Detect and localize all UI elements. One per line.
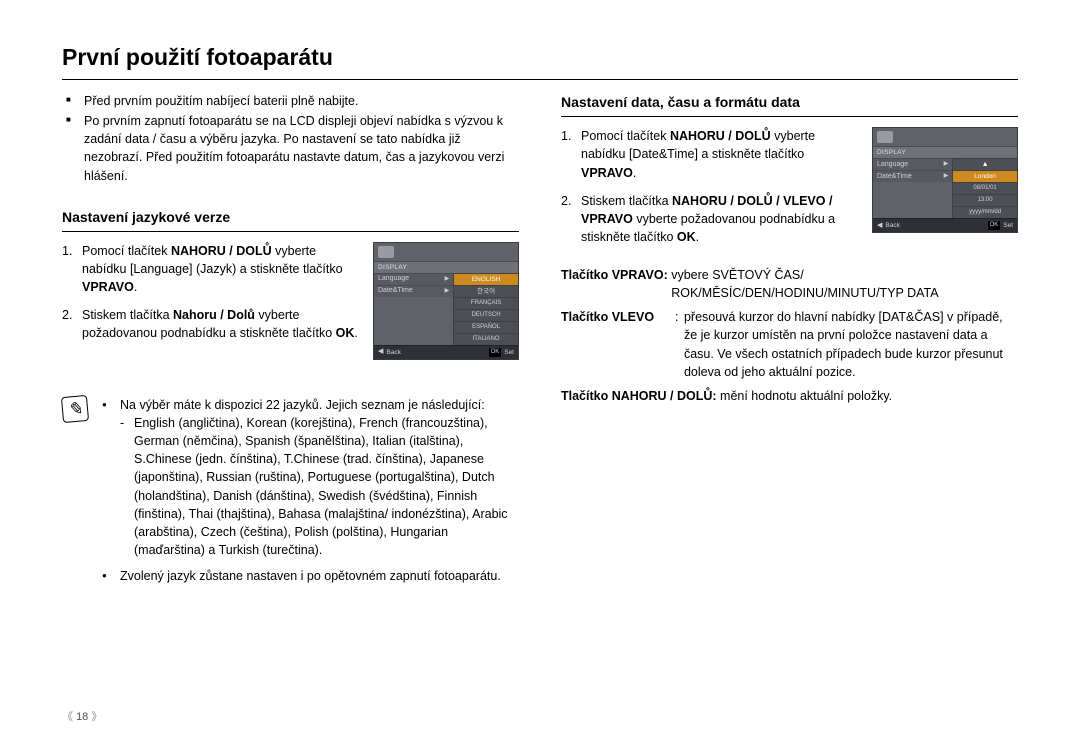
set-label: Set	[1003, 221, 1013, 230]
step: 2. Stiskem tlačítka NAHORU / DOLŮ / VLEV…	[561, 192, 862, 246]
menu-header-icon	[378, 246, 394, 258]
intro-bullets: Před prvním použitím nabíjecí baterii pl…	[62, 92, 519, 185]
menu-left-item: Language▶	[873, 158, 952, 170]
def-value: vybere SVĚTOVÝ ČAS/ ROK/MĚSÍC/DEN/HODINU…	[671, 266, 1018, 302]
menu-right-item: 08/01/01	[952, 182, 1017, 194]
step: 1. Pomocí tlačítek NAHORU / DOLŮ vyberte…	[62, 242, 363, 296]
menu-left-item: Language▶	[374, 273, 453, 285]
menu-right-item: FRANÇAIS	[453, 297, 518, 309]
def-label: Tlačítko VLEVO	[561, 308, 675, 381]
note-icon: ✎	[61, 395, 89, 423]
step: 1. Pomocí tlačítek NAHORU / DOLŮ vyberte…	[561, 127, 862, 181]
t: .	[696, 230, 699, 244]
menu-right-item: 한국어	[453, 285, 518, 297]
back-arrow-icon: ◀	[877, 221, 882, 231]
t: OK	[336, 326, 355, 340]
t: Pomocí tlačítek	[82, 244, 171, 258]
chevron-up-icon: ▲	[952, 158, 1017, 170]
ok-icon: OK	[489, 348, 502, 357]
t: Stiskem tlačítka	[581, 194, 672, 208]
def-label: Tlačítko NAHORU / DOLŮ:	[561, 387, 720, 405]
t: Nahoru / Dolů	[173, 308, 255, 322]
menu-display-label: DISPLAY	[873, 146, 1017, 158]
t: .	[134, 280, 137, 294]
lang-steps: 1. Pomocí tlačítek NAHORU / DOLŮ vyberte…	[62, 242, 363, 353]
intro-bullet: Před prvním použitím nabíjecí baterii pl…	[66, 92, 519, 110]
note-sublist: English (angličtina), Korean (korejština…	[120, 414, 519, 559]
menu-right-item: 13:00	[952, 194, 1017, 206]
t: Na výběr máte k dispozici 22 jazyků. Jej…	[120, 398, 485, 412]
menu-right-item: DEUTSCH	[453, 309, 518, 321]
t: .	[633, 166, 636, 180]
t: .	[354, 326, 357, 340]
t: NAHORU / DOLŮ	[171, 244, 272, 258]
menu-right-item: ESPAÑOL	[453, 321, 518, 333]
page-number: 18	[62, 708, 102, 724]
back-label: Back	[885, 221, 899, 230]
t: OK	[677, 230, 696, 244]
right-column: Nastavení data, času a formátu data 1. P…	[561, 92, 1018, 593]
t: NAHORU / DOLŮ	[670, 129, 771, 143]
def-label: Tlačítko VPRAVO:	[561, 266, 671, 302]
note-bullet: Na výběr máte k dispozici 22 jazyků. Jej…	[102, 396, 519, 559]
ok-icon: OK	[988, 221, 1001, 230]
t: Stiskem tlačítka	[82, 308, 173, 322]
def-value: mění hodnotu aktuální položky.	[720, 387, 1018, 405]
t: VPRAVO	[581, 166, 633, 180]
menu-right-item: London	[952, 170, 1017, 182]
page-title: První použití fotoaparátu	[62, 44, 1018, 80]
step: 2. Stiskem tlačítka Nahoru / Dolů vybert…	[62, 306, 363, 342]
t: Pomocí tlačítek	[581, 129, 670, 143]
set-label: Set	[504, 348, 514, 357]
back-arrow-icon: ◀	[378, 347, 383, 357]
note-bullet: Zvolený jazyk zůstane nastaven i po opět…	[102, 567, 519, 585]
date-menu-mockup: DISPLAY Language▶ ▲ Date&Time▶ London 08…	[872, 127, 1018, 233]
menu-header-icon	[877, 131, 893, 143]
chevron-right-icon: ▶	[445, 275, 450, 284]
left-column: Před prvním použitím nabíjecí baterii pl…	[62, 92, 519, 593]
menu-left-item: Date&Time▶	[374, 285, 453, 297]
menu-left-item: Date&Time▶	[873, 170, 952, 182]
menu-right-item: yyyy/mm/dd	[952, 206, 1017, 218]
chevron-right-icon: ▶	[944, 160, 949, 169]
date-steps: 1. Pomocí tlačítek NAHORU / DOLŮ vyberte…	[561, 127, 862, 256]
menu-right-item: ENGLISH	[453, 273, 518, 285]
def-value: přesouvá kurzor do hlavní nabídky [DAT&Č…	[684, 308, 1018, 381]
chevron-right-icon: ▶	[445, 287, 450, 296]
date-heading: Nastavení data, času a formátu data	[561, 92, 1018, 117]
chevron-right-icon: ▶	[944, 172, 949, 181]
lang-heading: Nastavení jazykové verze	[62, 207, 519, 232]
back-label: Back	[386, 348, 400, 357]
menu-right-item: ITALIANO	[453, 333, 518, 345]
menu-display-label: DISPLAY	[374, 261, 518, 273]
note-box: ✎ Na výběr máte k dispozici 22 jazyků. J…	[62, 396, 519, 593]
intro-bullet: Po prvním zapnutí fotoaparátu se na LCD …	[66, 112, 519, 185]
lang-menu-mockup: DISPLAY Language▶ ENGLISH Date&Time▶ 한국어…	[373, 242, 519, 360]
button-definitions: Tlačítko VPRAVO: vybere SVĚTOVÝ ČAS/ ROK…	[561, 266, 1018, 405]
t: VPRAVO	[82, 280, 134, 294]
